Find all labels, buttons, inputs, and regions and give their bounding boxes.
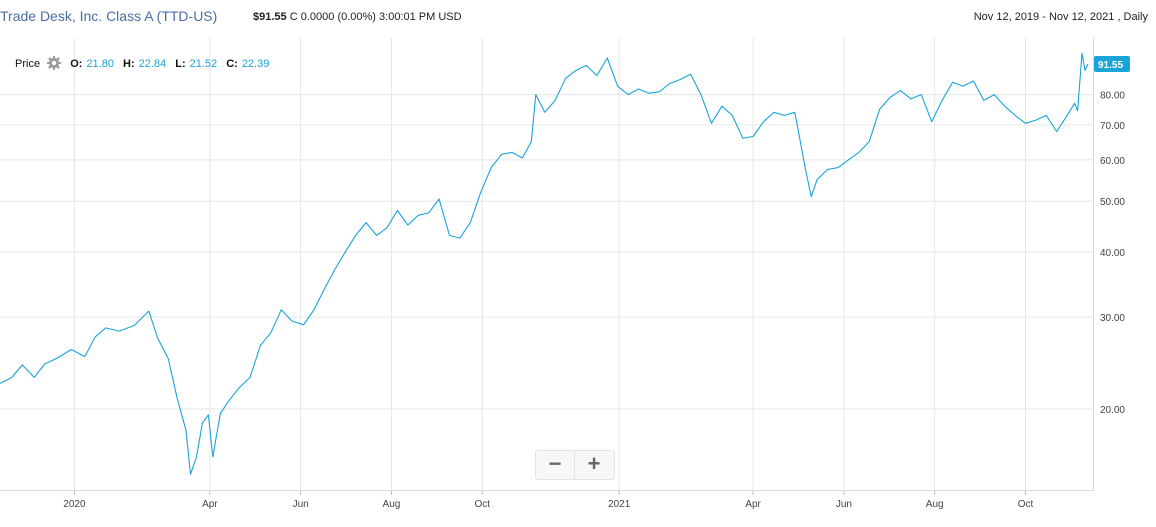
open-value: 21.80 [86,58,114,70]
y-tick-label: 40.00 [1100,248,1125,259]
y-tick-label: 20.00 [1100,405,1125,416]
x-tick-label: Jun [836,499,852,510]
last-price-badge-box [1094,56,1130,73]
zoom-controls: − + [535,450,615,480]
price-label: Price [15,58,41,70]
y-tick-label: 30.00 [1100,313,1125,324]
zoom-out-button[interactable]: − [536,451,575,479]
series-layer [0,52,1089,475]
security-title[interactable]: Trade Desk, Inc. Class A (TTD-US) [0,8,218,24]
low-value: 21.52 [189,58,218,70]
last-price: $91.55 [253,11,287,23]
quote-line: $91.55 C 0.0000 (0.00%) 3:00:01 PM USD [253,11,462,23]
x-tick-label: 2021 [608,499,631,510]
x-tick-label: Aug [926,499,944,510]
high-label: H: [123,58,135,70]
open-label: O: [70,58,83,70]
x-tick-label: Apr [745,499,761,510]
price-suffix: C [289,11,298,23]
last-price-badge-label: 91.55 [1098,60,1123,71]
y-tick-label: 60.00 [1100,156,1125,167]
header: Trade Desk, Inc. Class A (TTD-US) $91.55… [0,0,1156,30]
high-value: 22.84 [138,58,167,70]
close-value: 22.39 [241,58,270,70]
y-tick-label: 80.00 [1100,91,1125,102]
date-range[interactable]: Nov 12, 2019 - Nov 12, 2021 , Daily [973,11,1148,23]
quote-time: 3:00:01 PM USD [379,11,462,23]
y-axis: 20.00 30.00 40.00 50.00 60.00 70.00 80.00 [1100,91,1125,416]
chart-grid [0,38,1093,490]
x-tick-label: Jun [293,499,309,510]
x-tick-label: 2020 [63,499,86,510]
price-series-line [0,52,1089,475]
close-label: C: [226,58,238,70]
x-tick-label: Oct [1018,499,1034,510]
last-price-badge: 91.55 [1094,56,1130,73]
x-tick-label: Apr [202,499,218,510]
y-tick-label: 70.00 [1100,121,1125,132]
low-label: L: [175,58,186,70]
change-percent: (0.00%) [337,11,376,23]
chart-frame [0,38,1094,491]
x-tick-label: Oct [474,499,490,510]
change-value: 0.0000 [300,11,335,23]
ohlc-legend: Price O: 21.80 H: 22.84 L: 21.52 C: 22.39 [15,56,269,73]
zoom-in-button[interactable]: + [587,451,601,476]
x-axis: 2020 Apr Jun Aug Oct 2021 Apr Jun Aug Oct [63,490,1033,510]
y-tick-label: 50.00 [1100,197,1125,208]
x-tick-label: Aug [383,499,401,510]
gear-icon[interactable] [47,56,62,73]
